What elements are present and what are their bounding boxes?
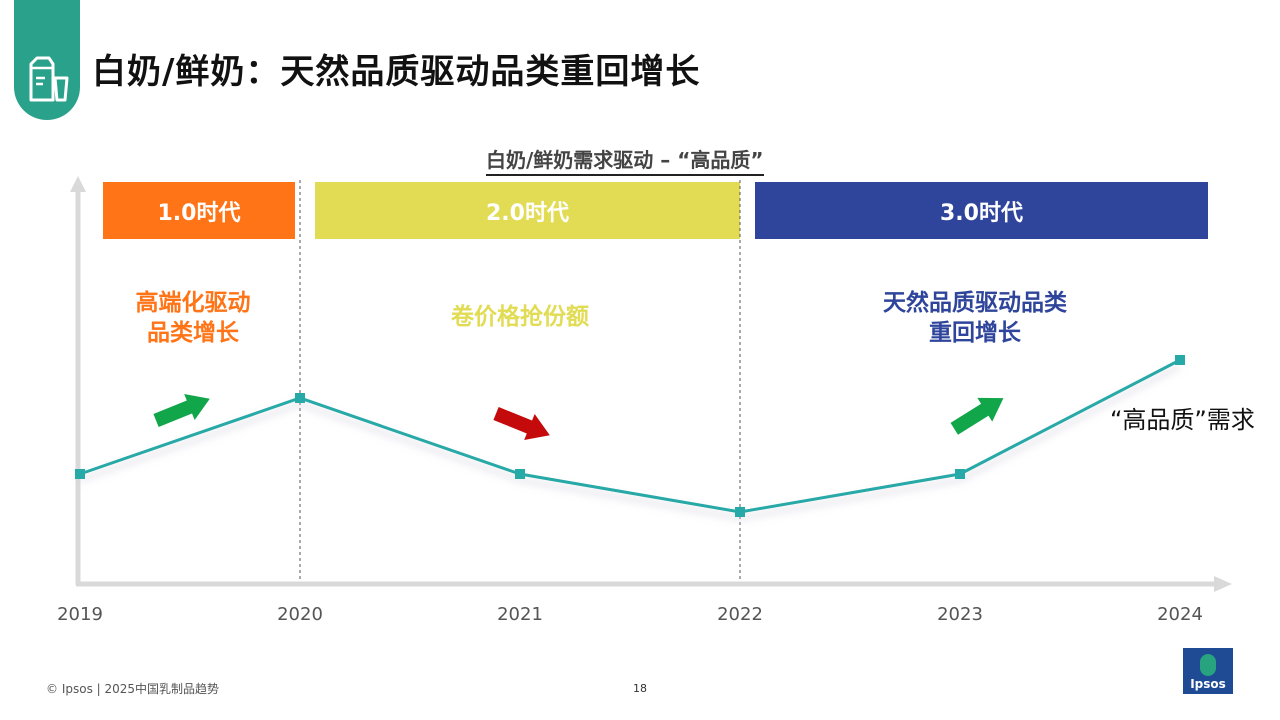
era-3-banner: 3.0时代 [755,182,1208,239]
trend-arrow-down [493,407,550,440]
data-point-2020 [295,393,305,403]
data-point-2023 [955,469,965,479]
trend-arrow-up-1 [153,394,210,427]
era-3-description: 天然品质驱动品类 重回增长 [883,290,1067,346]
data-point-2021 [515,469,525,479]
x-axis-arrow [1214,576,1232,592]
page-number: 18 [633,682,647,695]
data-point-2019 [75,469,85,479]
x-tick-label-2020: 2020 [277,604,323,625]
milk-carton-icon [29,56,69,102]
y-axis-arrow [70,176,86,192]
page-title: 白奶/鲜奶：天然品质驱动品类重回增长 [92,52,701,92]
x-tick-label-2022: 2022 [717,604,763,625]
data-point-2024 [1175,355,1185,365]
era-1-banner: 1.0时代 [103,182,295,239]
x-tick-label-2024: 2024 [1157,604,1203,625]
section-badge [14,0,80,120]
ipsos-logo-text: Ipsos [1190,677,1226,691]
chart-title: 白奶/鲜奶需求驱动 – “高品质” [486,144,764,176]
x-tick-label-2021: 2021 [497,604,543,625]
series-label: “高品质”需求 [1110,406,1255,434]
trend-arrow-up-2 [950,397,1004,435]
ipsos-logo: Ipsos [1183,648,1233,694]
era-2-description: 卷价格抢份额 [451,304,589,330]
era-1-description: 高端化驱动 品类增长 [135,290,251,346]
data-point-2022 [735,507,745,517]
era-2-banner: 2.0时代 [315,182,740,239]
series-line-0 [79,358,1181,514]
ipsos-logo-mark [1200,654,1216,676]
x-tick-label-2019: 2019 [57,604,103,625]
footer-copyright: © Ipsos | 2025中国乳制品趋势 [46,682,220,696]
x-tick-label-2023: 2023 [937,604,983,625]
